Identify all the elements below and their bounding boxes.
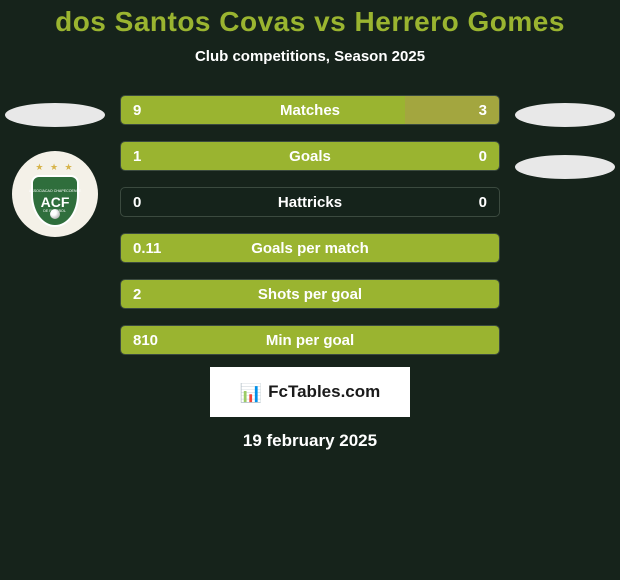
branding-text: FcTables.com (268, 382, 380, 402)
left-ellipse (5, 103, 105, 127)
branding-badge: 📊 FcTables.com (210, 367, 410, 417)
date-text: 19 february 2025 (0, 431, 620, 451)
right-decor (510, 95, 620, 179)
shield-text-top: ASSOCIACAO CHAPECOENSE (29, 189, 81, 193)
stats-area: ★ ★ ★ ASSOCIACAO CHAPECOENSE ACF DE FUTE… (0, 95, 620, 355)
badge-shield: ASSOCIACAO CHAPECOENSE ACF DE FUTEBOL (31, 175, 79, 227)
content: dos Santos Covas vs Herrero Gomes Club c… (0, 0, 620, 580)
bar-label: Min per goal (121, 332, 499, 349)
bar-label: Shots per goal (121, 286, 499, 303)
right-ellipse-1 (515, 103, 615, 127)
comparison-bars: 93Matches 10Goals 00Hattricks 0.11Goals per… (120, 95, 500, 371)
stat-row: 810Min per goal (120, 325, 500, 355)
right-ellipse-2 (515, 155, 615, 179)
bar-label: Goals (121, 148, 499, 165)
shield-ball-icon (50, 209, 60, 219)
left-decor: ★ ★ ★ ASSOCIACAO CHAPECOENSE ACF DE FUTE… (0, 95, 110, 237)
badge-stars: ★ ★ ★ (35, 162, 74, 173)
chart-icon: 📊 (240, 383, 262, 404)
stat-row: 2Shots per goal (120, 279, 500, 309)
stat-row: 10Goals (120, 141, 500, 171)
club-badge: ★ ★ ★ ASSOCIACAO CHAPECOENSE ACF DE FUTE… (12, 151, 98, 237)
stat-row: 0.11Goals per match (120, 233, 500, 263)
shield-initials: ACF (41, 195, 70, 209)
bar-label: Goals per match (121, 240, 499, 257)
subtitle: Club competitions, Season 2025 (0, 48, 620, 65)
stat-row: 93Matches (120, 95, 500, 125)
bar-label: Matches (121, 102, 499, 119)
bar-label: Hattricks (121, 194, 499, 211)
page-title: dos Santos Covas vs Herrero Gomes (0, 6, 620, 38)
stat-row: 00Hattricks (120, 187, 500, 217)
